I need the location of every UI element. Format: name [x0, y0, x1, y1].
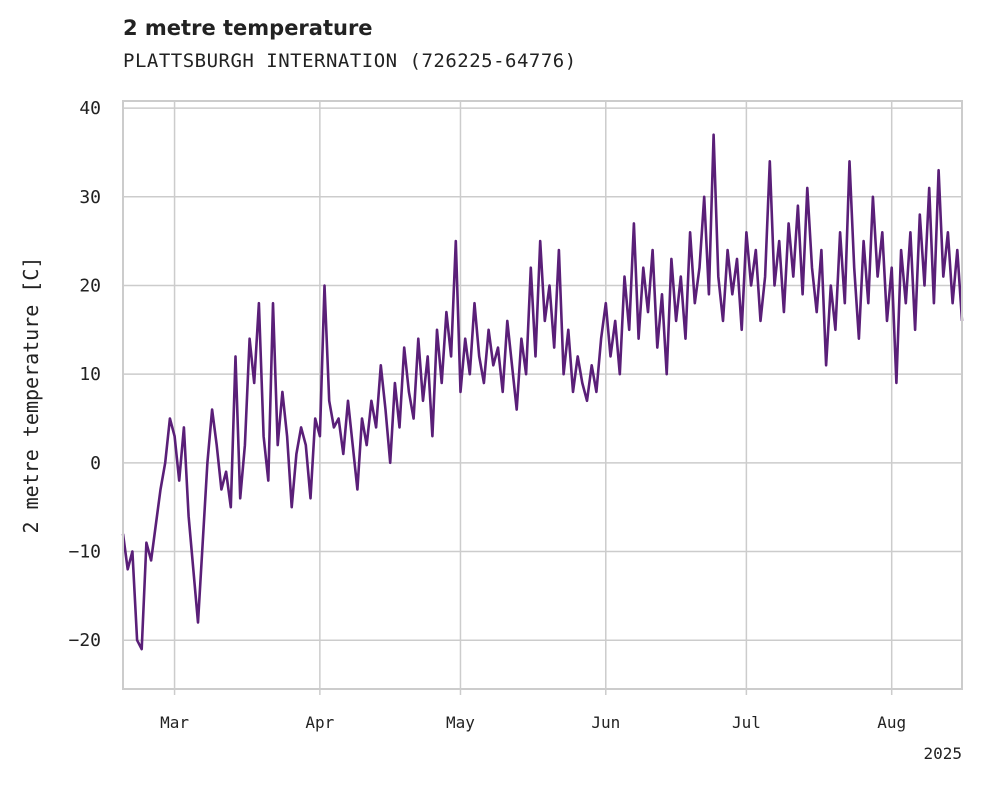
- plot-frame: [122, 100, 963, 690]
- x-axis-year-label: 2025: [923, 744, 962, 763]
- series-layer: [121, 133, 964, 651]
- x-tick-label: Jul: [732, 713, 761, 732]
- x-tick-label: May: [446, 713, 475, 732]
- y-tick-label: 10: [79, 364, 101, 385]
- x-axis-ticks: Mar Apr May Jun Jul Aug: [160, 689, 906, 732]
- y-tick-label: 30: [79, 187, 101, 208]
- x-tick-label: Mar: [160, 713, 189, 732]
- y-axis-label: 2 metre temperature [C]: [19, 257, 43, 534]
- chart-subtitle: PLATTSBURGH INTERNATION (726225-64776): [123, 50, 577, 72]
- temperature-series-line: [121, 133, 964, 651]
- y-tick-label: −10: [68, 542, 101, 563]
- y-tick-label: −20: [68, 630, 101, 651]
- x-tick-label: Apr: [305, 713, 334, 732]
- grid-lines: [123, 101, 962, 689]
- y-axis-ticks: −20 −10 0 10 20 30 40: [68, 98, 101, 651]
- chart-title: 2 metre temperature: [123, 16, 373, 40]
- x-tick-label: Aug: [877, 713, 906, 732]
- y-tick-label: 40: [79, 98, 101, 119]
- y-tick-label: 20: [79, 275, 101, 296]
- x-tick-label: Jun: [591, 713, 620, 732]
- y-tick-label: 0: [90, 453, 101, 474]
